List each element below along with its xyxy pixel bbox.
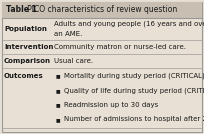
- Text: Mortality during study period (CRITICAL): Mortality during study period (CRITICAL): [64, 73, 204, 79]
- Text: Intervention: Intervention: [4, 44, 53, 50]
- Text: ■: ■: [56, 88, 61, 93]
- Text: Number of admissions to hospital after 28 days of: Number of admissions to hospital after 2…: [64, 116, 204, 122]
- Text: Adults and young people (16 years and over) with a sus: Adults and young people (16 years and ov…: [54, 21, 204, 27]
- Text: ■: ■: [56, 117, 61, 122]
- Text: Table 1: Table 1: [6, 5, 37, 14]
- Text: Population: Population: [4, 26, 47, 32]
- Text: Community matron or nurse-led care.: Community matron or nurse-led care.: [54, 44, 186, 50]
- Text: an AME.: an AME.: [54, 31, 82, 37]
- Text: ■: ■: [56, 74, 61, 79]
- Text: Outcomes: Outcomes: [4, 73, 44, 79]
- Text: PICO characteristics of review question: PICO characteristics of review question: [20, 5, 177, 14]
- Text: Quality of life during study period (CRITICAL): Quality of life during study period (CRI…: [64, 87, 204, 94]
- Bar: [2, 2, 202, 18]
- Text: ■: ■: [56, 103, 61, 107]
- Text: Usual care.: Usual care.: [54, 58, 93, 64]
- Text: Readmission up to 30 days: Readmission up to 30 days: [64, 102, 158, 108]
- Text: Comparison: Comparison: [4, 58, 51, 64]
